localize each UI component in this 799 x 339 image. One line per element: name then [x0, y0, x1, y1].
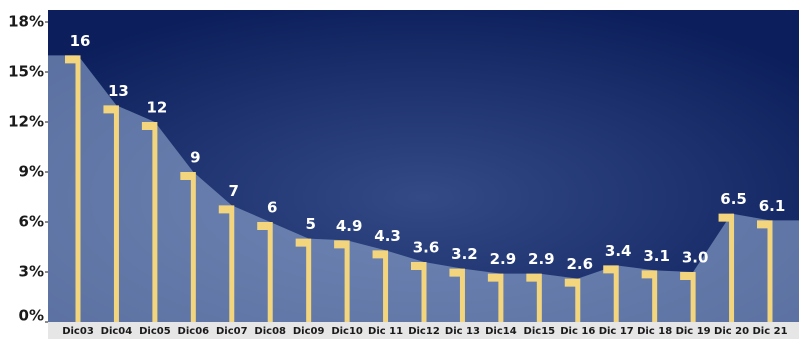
value-label: 4.3	[374, 227, 401, 245]
bar	[372, 250, 389, 322]
bar	[411, 262, 427, 322]
bar	[603, 265, 619, 322]
value-label: 16	[70, 32, 91, 50]
x-tick-label: Dic04	[101, 326, 133, 337]
x-tick-label: Dic 16	[560, 326, 595, 337]
bar	[757, 220, 773, 322]
y-tick-label: 18%	[8, 13, 44, 31]
x-tick-label: Dic03	[62, 326, 94, 337]
value-label: 4.9	[336, 217, 363, 235]
x-tick-label: Dic06	[178, 326, 210, 337]
x-tick-label: Dic05	[139, 326, 171, 337]
value-label: 3.0	[682, 249, 709, 267]
x-tick-label: Dic 11	[368, 326, 403, 337]
x-axis-band	[48, 322, 799, 339]
y-tick-label: 9%	[19, 163, 44, 181]
value-label: 2.6	[566, 255, 593, 273]
bar	[180, 172, 196, 322]
x-tick-label: Dic 17	[599, 326, 634, 337]
x-tick-label: Dic 21	[752, 326, 787, 337]
value-label: 3.6	[413, 239, 440, 257]
value-label: 3.4	[605, 242, 632, 260]
area	[48, 55, 799, 322]
y-tick-label: 12%	[8, 113, 44, 131]
value-label: 6.5	[720, 190, 747, 208]
bar	[257, 222, 273, 322]
bar	[564, 278, 581, 322]
bar	[680, 272, 696, 322]
bar	[103, 105, 119, 322]
x-tick-label: Dic 20	[714, 326, 749, 337]
x-tick-label: Dic 19	[676, 326, 711, 337]
bar	[487, 273, 504, 322]
x-tick-label: Dic12	[408, 326, 440, 337]
x-tick-label: Dic14	[485, 326, 517, 337]
x-tick-label: Dic09	[293, 326, 325, 337]
x-tick-label: Dic07	[216, 326, 248, 337]
bar	[641, 270, 658, 322]
value-label: 12	[146, 99, 167, 117]
value-label: 6	[267, 199, 277, 217]
value-label: 2.9	[490, 250, 517, 268]
bar	[526, 273, 542, 322]
value-label: 5	[305, 215, 315, 233]
y-tick-label: 15%	[8, 63, 44, 81]
bar	[65, 55, 81, 322]
x-tick-label: Dic10	[331, 326, 363, 337]
value-label: 6.1	[759, 197, 786, 215]
y-tick-label: 6%	[19, 213, 44, 231]
value-label: 9	[190, 149, 200, 167]
bar	[449, 268, 465, 322]
bar	[295, 238, 312, 322]
bar	[141, 122, 158, 322]
bar	[218, 205, 235, 322]
x-tick-label: Dic15	[524, 326, 556, 337]
value-label: 7	[229, 182, 239, 200]
y-tick-label: 3%	[19, 263, 44, 281]
x-tick-label: Dic08	[254, 326, 286, 337]
bar	[334, 240, 350, 322]
x-tick-label: Dic 18	[637, 326, 672, 337]
y-tick-label: 0%	[19, 307, 44, 325]
x-tick-label: Dic 13	[445, 326, 480, 337]
value-label: 2.9	[528, 250, 555, 268]
bar	[718, 213, 735, 322]
value-label: 3.1	[643, 247, 670, 265]
value-label: 3.2	[451, 245, 478, 263]
value-label: 13	[108, 82, 129, 100]
